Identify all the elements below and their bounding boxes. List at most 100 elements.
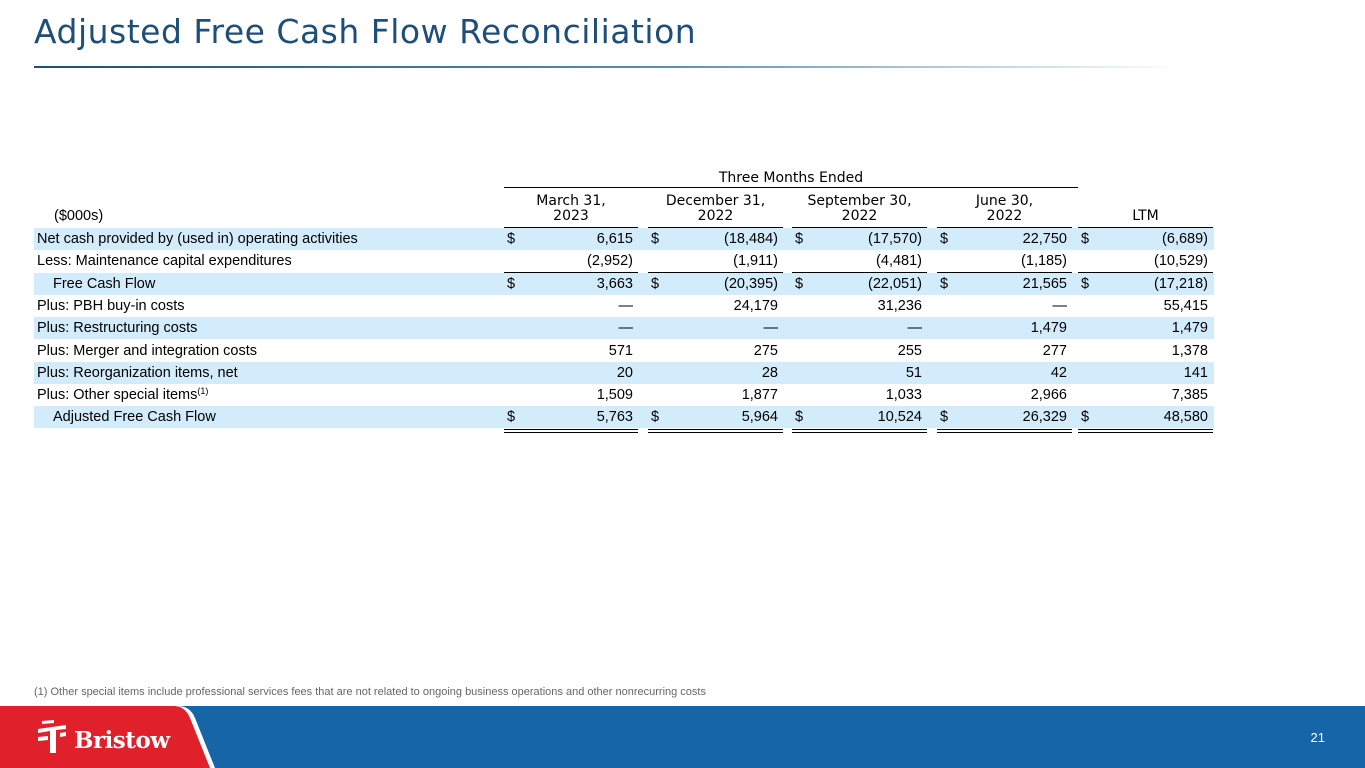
row-label: Plus: Other special items(1)	[37, 386, 209, 404]
total-double-rule	[792, 431, 927, 433]
value-cell: 10,524	[877, 409, 922, 426]
column-header-line2: LTM	[1132, 208, 1159, 224]
value-cell: (1,185)	[1021, 253, 1067, 270]
footer-bar	[0, 706, 1365, 768]
column-header-line1: June 30,	[975, 193, 1034, 209]
value-cell: 55,415	[1163, 297, 1208, 314]
dollar-sign: $	[1081, 231, 1090, 247]
value-cell: 42	[1050, 364, 1067, 381]
value-cell: 255	[897, 342, 922, 359]
row-label: Plus: Restructuring costs	[37, 320, 198, 337]
value-cell: 21,565	[1022, 275, 1067, 292]
value-cell: 141	[1183, 364, 1208, 381]
table-row	[34, 361, 1214, 384]
dollar-sign: $	[795, 275, 804, 292]
value-cell: (22,051)	[867, 275, 922, 292]
dollar-sign: $	[940, 409, 949, 426]
dollar-sign: $	[651, 275, 660, 292]
row-label: Less: Maintenance capital expenditures	[37, 253, 292, 270]
total-double-rule	[1078, 428, 1213, 430]
value-cell: (1,911)	[733, 253, 778, 270]
table-row	[34, 272, 1214, 295]
dollar-sign: $	[507, 231, 516, 247]
value-cell: (6,689)	[1162, 231, 1208, 247]
row-label: Plus: Merger and integration costs	[37, 342, 258, 359]
dollar-sign: $	[940, 275, 949, 292]
value-cell: 31,236	[877, 297, 922, 314]
title-divider	[34, 66, 1184, 68]
value-cell: 5,763	[596, 409, 633, 426]
total-double-rule	[937, 431, 1072, 433]
value-cell: 28	[761, 364, 778, 381]
dollar-sign: $	[1081, 275, 1090, 292]
table-row	[34, 406, 1214, 429]
column-header-line2: 2022	[841, 208, 878, 224]
value-cell: —	[907, 320, 923, 337]
row-label: Plus: PBH buy-in costs	[37, 297, 185, 314]
row-label: Free Cash Flow	[53, 275, 156, 292]
total-double-rule	[792, 428, 927, 430]
value-cell: 22,750	[1022, 231, 1067, 247]
value-cell: 6,615	[596, 231, 633, 247]
page-title: Adjusted Free Cash Flow Reconciliation	[34, 12, 697, 51]
group-header: Three Months Ended	[718, 170, 864, 186]
column-header-line1: March 31,	[536, 193, 606, 209]
value-cell: 1,877	[741, 387, 778, 404]
value-cell: 571	[608, 342, 633, 359]
value-cell: 2,966	[1030, 387, 1067, 404]
dollar-sign: $	[507, 409, 516, 426]
value-cell: —	[763, 320, 779, 337]
dollar-sign: $	[795, 409, 804, 426]
value-cell: 5,964	[741, 409, 778, 426]
group-header-rule	[504, 187, 1078, 188]
bristow-logo-icon	[38, 720, 66, 753]
column-header-line1: December 31,	[665, 193, 766, 209]
page-number: 21	[1310, 730, 1325, 745]
value-cell: —	[1052, 297, 1068, 314]
value-cell: (20,395)	[723, 275, 778, 292]
dollar-sign: $	[651, 231, 660, 247]
column-header-line2: 2022	[697, 208, 734, 224]
value-cell: 1,378	[1171, 342, 1208, 359]
dollar-sign: $	[795, 231, 804, 247]
value-cell: —	[618, 320, 634, 337]
row-label: Plus: Reorganization items, net	[37, 364, 238, 381]
value-cell: (17,570)	[867, 231, 922, 247]
brand-logo-text: Bristow	[74, 727, 170, 754]
value-cell: —	[618, 297, 634, 314]
row-label: Net cash provided by (used in) operating…	[37, 231, 358, 247]
value-cell: 1,479	[1030, 320, 1067, 337]
value-cell: (17,218)	[1153, 275, 1208, 292]
value-cell: 1,479	[1171, 320, 1208, 337]
table-row	[34, 228, 1214, 250]
value-cell: (18,484)	[723, 231, 778, 247]
column-header-line2: 2022	[986, 208, 1023, 224]
total-double-rule	[504, 431, 638, 433]
value-cell: 1,509	[596, 387, 633, 404]
value-cell: 48,580	[1163, 409, 1208, 426]
total-double-rule	[648, 431, 783, 433]
value-cell: 1,033	[885, 387, 922, 404]
footnote: (1) Other special items include professi…	[34, 686, 706, 698]
total-double-rule	[937, 428, 1072, 430]
value-cell: 3,663	[596, 275, 633, 292]
value-cell: 275	[753, 342, 778, 359]
value-cell: (10,529)	[1153, 253, 1208, 270]
value-cell: 277	[1042, 342, 1067, 359]
value-cell: (2,952)	[587, 253, 633, 270]
value-cell: 20	[616, 364, 633, 381]
total-double-rule	[504, 428, 638, 430]
column-header-line2: 2023	[553, 208, 589, 224]
table-row	[34, 317, 1214, 340]
value-cell: (4,481)	[876, 253, 922, 270]
value-cell: 51	[905, 364, 922, 381]
dollar-sign: $	[940, 231, 949, 247]
column-header-line1: September 30,	[807, 193, 912, 209]
unit-label: ($000s)	[54, 208, 104, 224]
total-double-rule	[648, 428, 783, 430]
total-double-rule	[1078, 431, 1213, 433]
dollar-sign: $	[651, 409, 660, 426]
value-cell: 24,179	[733, 297, 778, 314]
footnote-marker: (1)	[197, 386, 209, 397]
row-label: Adjusted Free Cash Flow	[53, 409, 216, 426]
